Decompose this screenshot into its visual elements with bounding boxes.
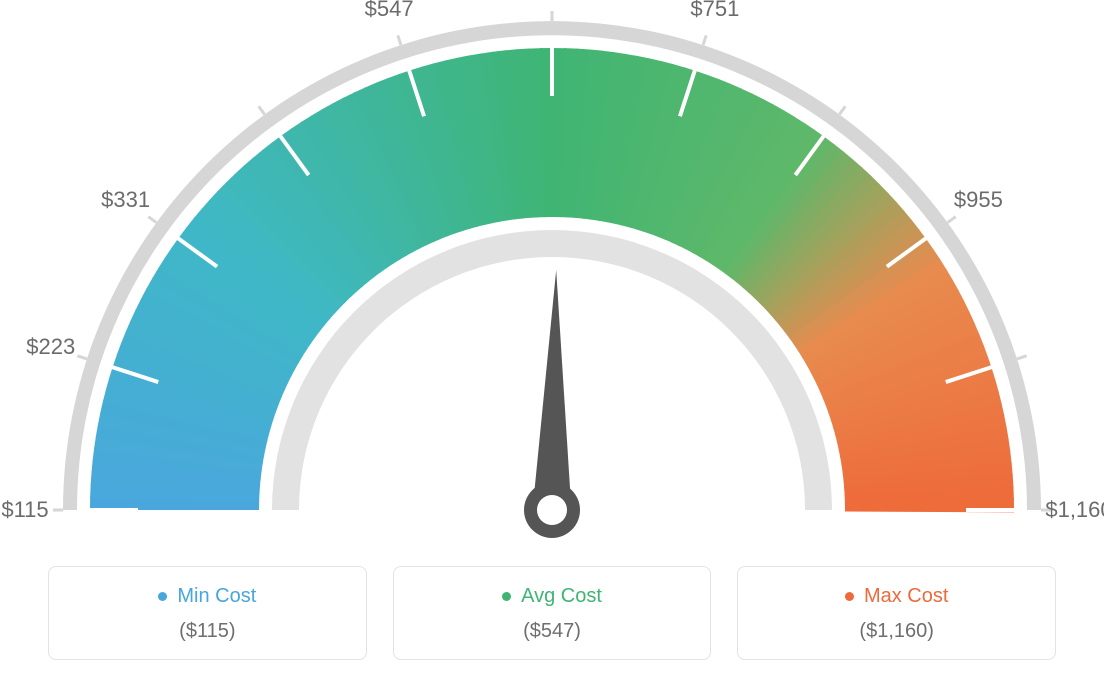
legend-label-min: Min Cost — [177, 585, 256, 608]
legend-title-avg: Avg Cost — [502, 585, 602, 608]
legend-title-max: Max Cost — [845, 585, 948, 608]
gauge-tick-label: $1,160 — [1045, 497, 1104, 523]
gauge-tick-label: $223 — [26, 334, 75, 360]
legend-title-min: Min Cost — [158, 585, 256, 608]
gauge-tick-label: $115 — [1, 497, 48, 523]
gauge-tick-label: $547 — [365, 0, 414, 22]
gauge-tick-label: $955 — [954, 187, 1003, 213]
legend-row: Min Cost ($115) Avg Cost ($547) Max Cost… — [48, 566, 1056, 660]
legend-card-max: Max Cost ($1,160) — [737, 566, 1056, 660]
gauge-tick-label: $751 — [690, 0, 739, 22]
gauge-chart-container: $115 $223 $331 $547 $751 $955 $1,160 Min Cost … — [0, 0, 1104, 690]
legend-label-avg: Avg Cost — [521, 585, 602, 608]
legend-value-min: ($115) — [59, 620, 356, 643]
dot-icon — [158, 592, 167, 601]
dot-icon — [845, 592, 854, 601]
dot-icon — [502, 592, 511, 601]
legend-value-max: ($1,160) — [748, 620, 1045, 643]
legend-card-min: Min Cost ($115) — [48, 566, 367, 660]
gauge: $115 $223 $331 $547 $751 $955 $1,160 — [0, 0, 1104, 560]
gauge-tick-label: $331 — [101, 187, 150, 213]
legend-value-avg: ($547) — [404, 620, 701, 643]
legend-label-max: Max Cost — [864, 585, 948, 608]
legend-card-avg: Avg Cost ($547) — [393, 566, 712, 660]
